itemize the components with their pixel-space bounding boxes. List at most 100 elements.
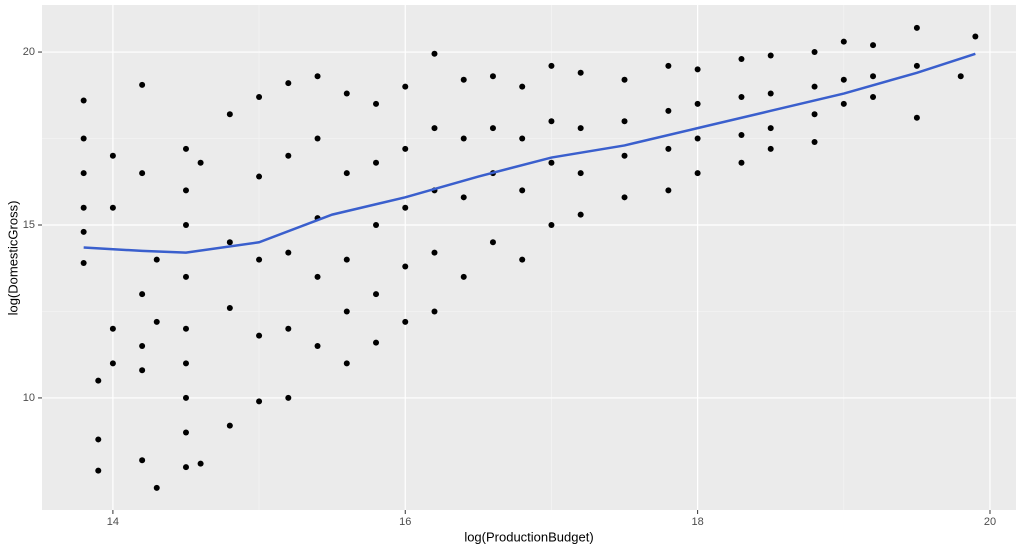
point — [343, 90, 350, 97]
point — [519, 83, 526, 90]
point — [694, 170, 701, 177]
point — [314, 273, 321, 280]
point — [402, 263, 409, 270]
point — [767, 145, 774, 152]
point — [80, 135, 87, 142]
point — [489, 239, 496, 246]
point — [913, 24, 920, 31]
point — [153, 256, 160, 263]
point — [577, 211, 584, 218]
point — [343, 360, 350, 367]
point — [767, 125, 774, 132]
point — [767, 90, 774, 97]
point — [694, 100, 701, 107]
point — [343, 170, 350, 177]
point — [109, 152, 116, 159]
point — [314, 343, 321, 350]
point — [373, 221, 380, 228]
point — [80, 204, 87, 211]
point — [153, 318, 160, 325]
point — [197, 159, 204, 166]
point — [548, 159, 555, 166]
point — [373, 339, 380, 346]
point — [811, 83, 818, 90]
point — [343, 308, 350, 315]
point — [519, 187, 526, 194]
point — [256, 173, 263, 180]
point — [226, 111, 233, 118]
point — [913, 62, 920, 69]
point — [431, 125, 438, 132]
point — [182, 221, 189, 228]
x-tick-label: 14 — [107, 516, 119, 528]
point — [621, 76, 628, 83]
point — [460, 273, 467, 280]
point — [373, 159, 380, 166]
point — [621, 194, 628, 201]
point — [460, 194, 467, 201]
point — [285, 80, 292, 87]
x-tick-label: 18 — [691, 516, 703, 528]
point — [402, 204, 409, 211]
point — [109, 325, 116, 332]
point — [402, 145, 409, 152]
point — [548, 221, 555, 228]
x-tick-label: 20 — [984, 516, 996, 528]
point — [840, 76, 847, 83]
point — [811, 49, 818, 56]
point — [577, 69, 584, 76]
point — [182, 429, 189, 436]
point — [577, 170, 584, 177]
point — [109, 360, 116, 367]
point — [285, 152, 292, 159]
point — [182, 145, 189, 152]
point — [95, 377, 102, 384]
panel — [42, 5, 1016, 510]
point — [314, 73, 321, 80]
point — [80, 170, 87, 177]
point — [840, 38, 847, 45]
point — [256, 332, 263, 339]
point — [811, 138, 818, 145]
point — [343, 256, 350, 263]
point — [139, 343, 146, 350]
point — [870, 73, 877, 80]
point — [80, 97, 87, 104]
y-tick-label: 20 — [23, 46, 35, 58]
point — [182, 187, 189, 194]
point — [285, 325, 292, 332]
point — [314, 135, 321, 142]
point — [182, 394, 189, 401]
y-tick-label: 10 — [23, 392, 35, 404]
point — [972, 33, 979, 40]
point — [519, 135, 526, 142]
point — [870, 94, 877, 101]
point — [109, 204, 116, 211]
point — [665, 62, 672, 69]
point — [285, 249, 292, 256]
point — [621, 152, 628, 159]
point — [913, 114, 920, 121]
point — [256, 94, 263, 101]
point — [577, 125, 584, 132]
point — [182, 360, 189, 367]
point — [197, 460, 204, 467]
point — [95, 436, 102, 443]
point — [226, 239, 233, 246]
point — [153, 484, 160, 491]
point — [489, 125, 496, 132]
point — [182, 325, 189, 332]
point — [694, 135, 701, 142]
point — [957, 73, 964, 80]
point — [738, 132, 745, 139]
point — [95, 467, 102, 474]
point — [621, 118, 628, 125]
point — [811, 111, 818, 118]
point — [665, 107, 672, 114]
point — [665, 145, 672, 152]
point — [738, 55, 745, 62]
point — [840, 100, 847, 107]
point — [373, 291, 380, 298]
point — [80, 260, 87, 267]
